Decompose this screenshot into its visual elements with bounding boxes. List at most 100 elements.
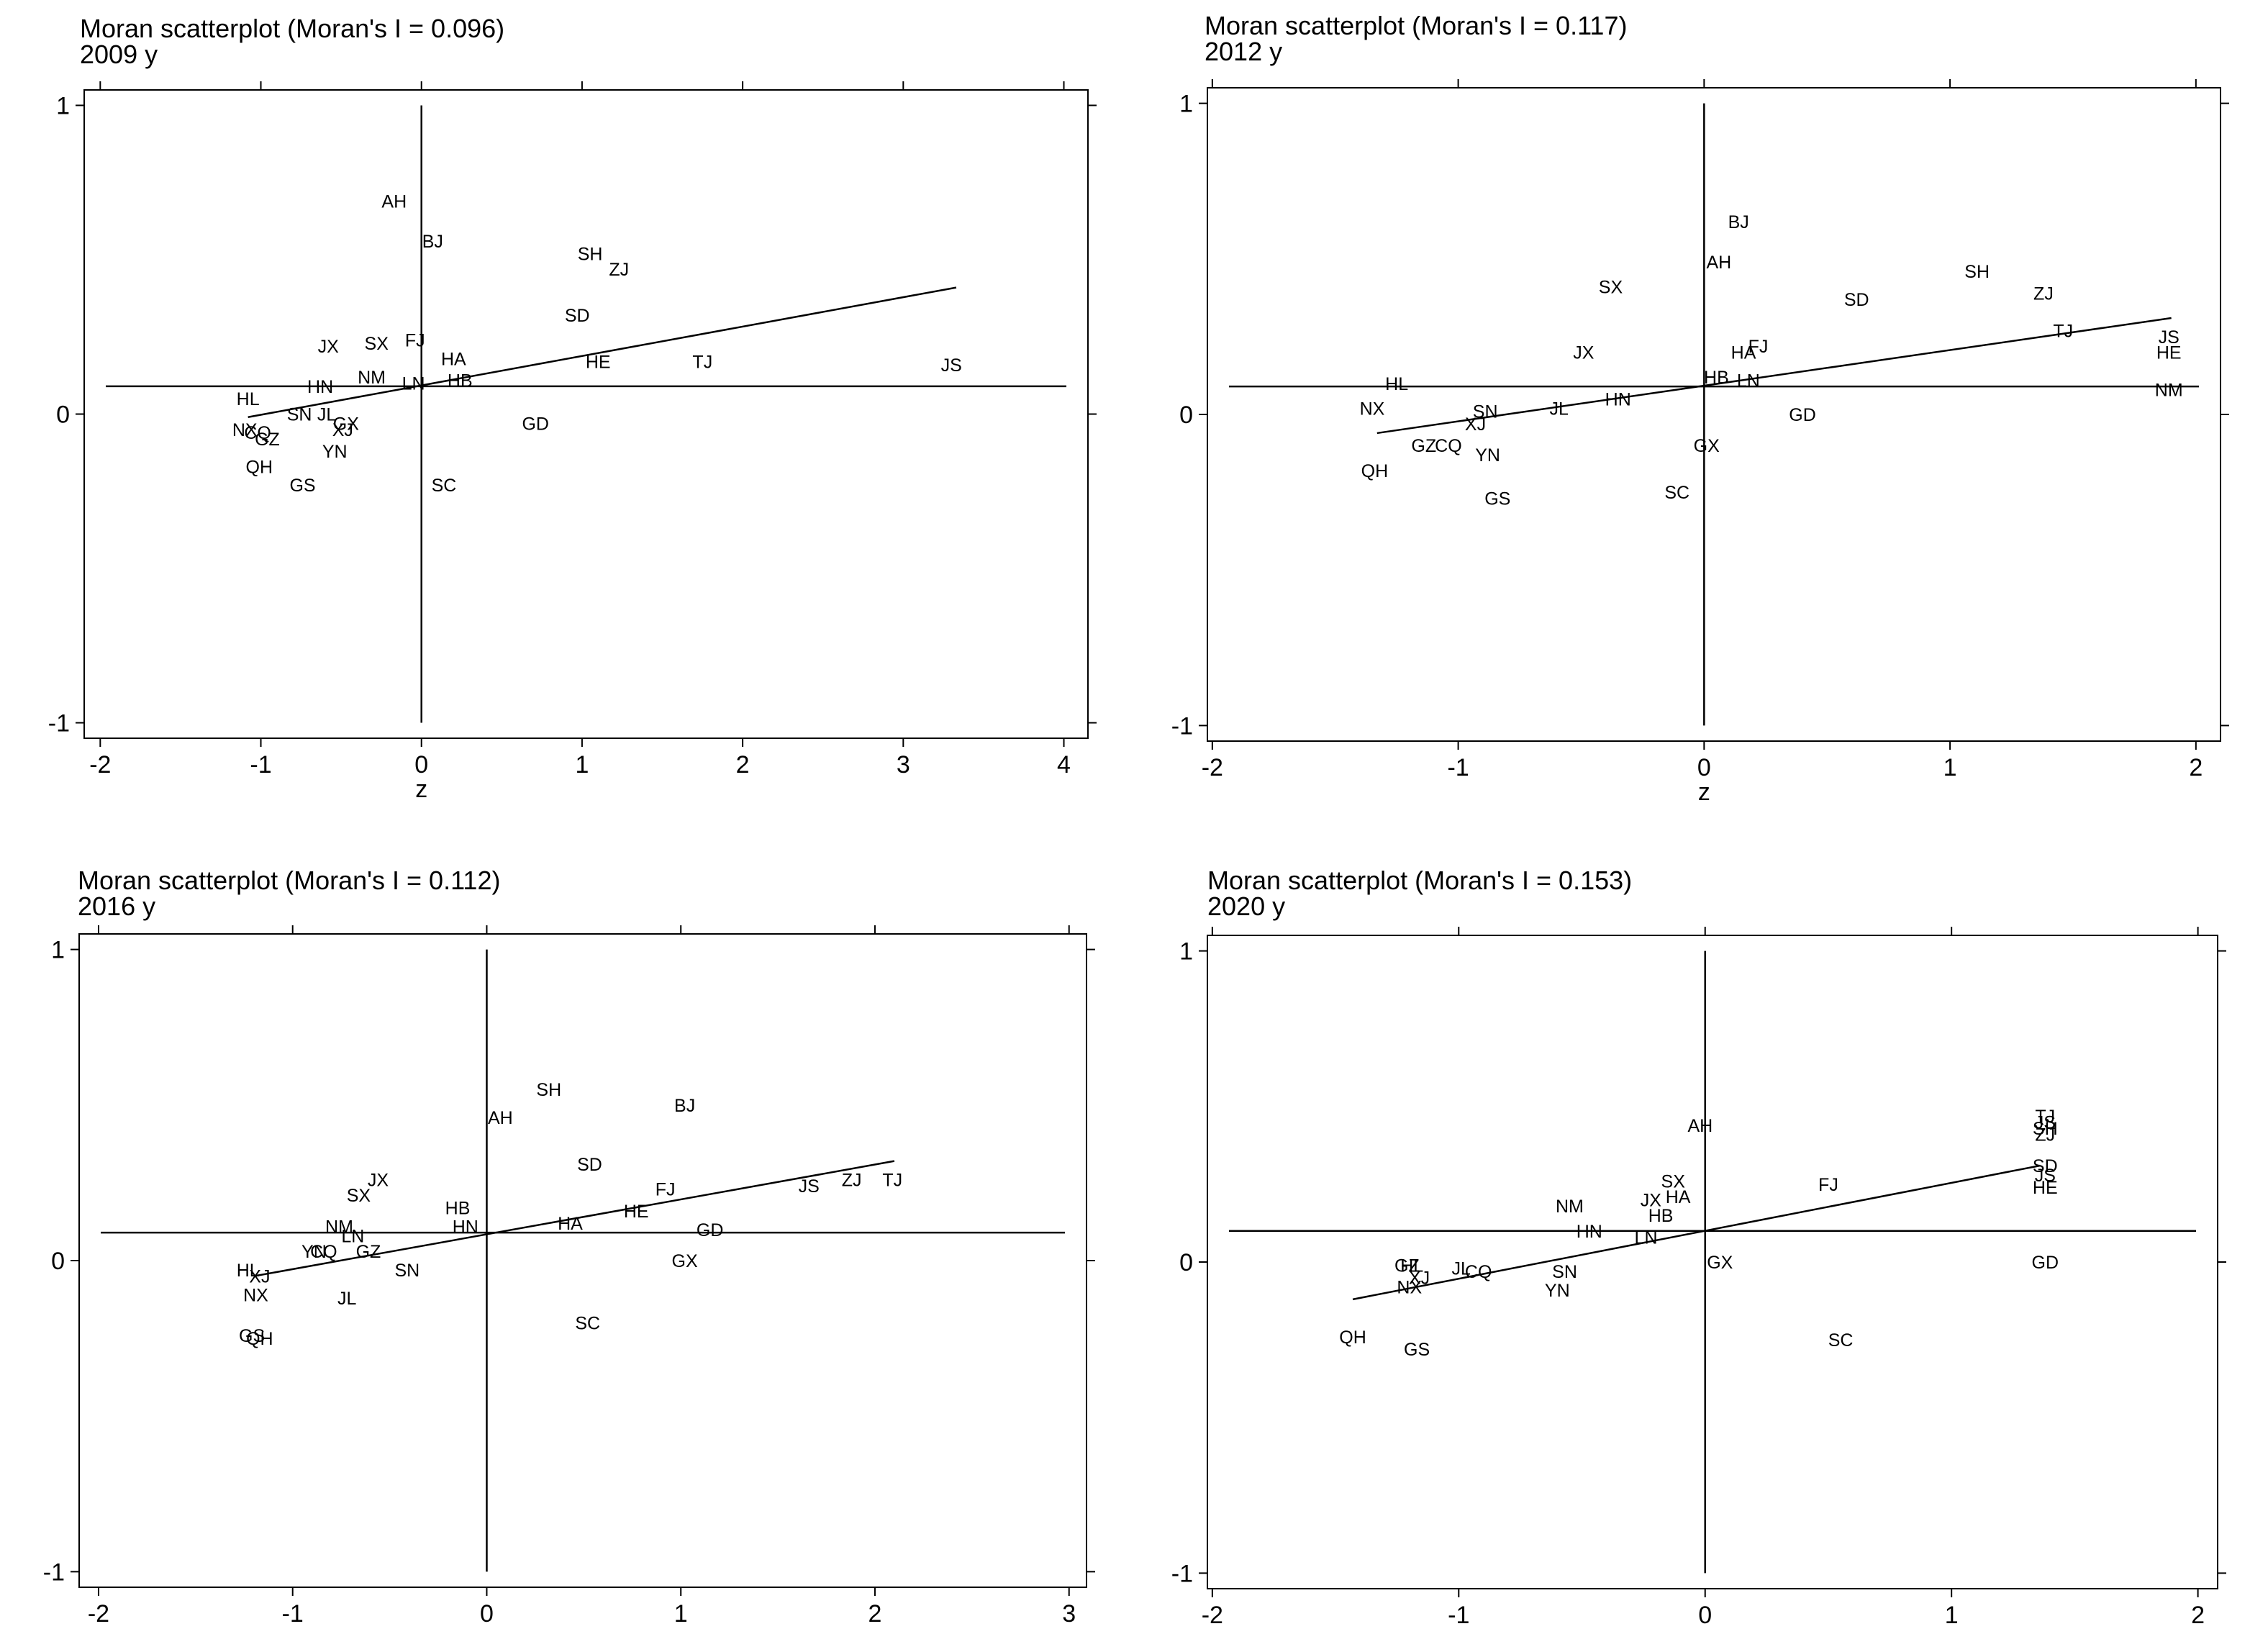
point-label: GD (1789, 405, 1816, 425)
x-tick-label: -2 (1202, 754, 1223, 781)
moran-scatterplot-2009: -2 -1 0 1 2 3 4 -1 0 1 z AH BJ SH ZJ SD JX SX FJ HA HE TJ JS NM… (48, 81, 1097, 803)
x-tick-label: 4 (1057, 751, 1071, 779)
y-tick-label: 1 (1179, 91, 1193, 118)
point-label: HE (586, 353, 611, 373)
x-tick-label: 0 (1697, 754, 1711, 781)
point-label: FJ (1748, 337, 1769, 357)
point-label: HN (1605, 389, 1631, 409)
point-label: CQ (1435, 436, 1462, 456)
point-label: QH (1339, 1328, 1366, 1348)
point-label: SX (1599, 278, 1623, 298)
point-label: HB (448, 371, 473, 391)
x-tick-label: 0 (414, 751, 428, 779)
point-label: NM (358, 368, 386, 388)
point-label: QH (246, 457, 273, 477)
point-label: SC (575, 1313, 600, 1333)
point-label: HE (2033, 1178, 2058, 1198)
point-label: JL (337, 1289, 357, 1309)
point-label: HE (2156, 343, 2182, 363)
x-tick-label: -2 (88, 1600, 109, 1628)
point-label: YN (1545, 1281, 1570, 1301)
point-label: NX (232, 420, 258, 440)
point-label: QH (246, 1329, 273, 1349)
x-tick-label: 2 (2191, 1602, 2205, 1629)
point-label: TJ (2035, 1107, 2055, 1127)
y-tick-label: 0 (51, 1248, 65, 1275)
x-tick-label: -2 (89, 751, 111, 779)
point-label: ZJ (609, 260, 629, 280)
plot-frame (78, 933, 1087, 1588)
x-axis-label: z (415, 776, 427, 803)
point-label: GD (522, 414, 549, 434)
point-label: SD (2033, 1156, 2058, 1176)
point-label: ZJ (2035, 1125, 2055, 1145)
chart-subtitle: 2016 y (78, 891, 156, 921)
point-label: SX (347, 1186, 371, 1206)
point-label: SD (577, 1155, 602, 1175)
chart-title: Moran scatterplot (Moran's I = 0.112) (78, 866, 501, 895)
plot-frame (83, 89, 1089, 739)
point-label: BJ (1728, 212, 1749, 232)
point-label: XJ (1465, 414, 1486, 435)
chart-subtitle: 2012 y (1205, 37, 1283, 66)
x-axis-label: z (1698, 779, 1710, 806)
point-label: SX (365, 334, 389, 354)
point-label: HN (307, 377, 333, 397)
y-tick-label: 1 (51, 937, 65, 964)
point-label: LN (341, 1226, 364, 1246)
point-label: GD (697, 1220, 724, 1240)
point-label: JS (799, 1176, 820, 1197)
point-label: HB (1648, 1206, 1674, 1226)
x-tick-label: 0 (1698, 1602, 1712, 1629)
point-label: FJ (656, 1180, 676, 1200)
point-label: HN (1577, 1222, 1602, 1242)
point-label: SN (395, 1261, 420, 1281)
point-label: HL (1385, 374, 1408, 394)
point-label: ZJ (842, 1171, 862, 1191)
panel-2012: Moran scatterplot (Moran's I = 0.117) 20… (1134, 0, 2268, 826)
y-tick-label: 0 (1179, 401, 1193, 429)
point-label: GX (1694, 436, 1720, 456)
point-label: NM (325, 1217, 353, 1237)
point-label: AH (488, 1108, 513, 1128)
point-label: XJ (332, 420, 353, 440)
point-label: YN (1475, 445, 1500, 466)
point-label: JL (1549, 399, 1569, 419)
x-tick-label: 3 (1062, 1600, 1076, 1628)
point-label: HA (441, 349, 466, 369)
y-tick-label: 1 (56, 92, 70, 119)
point-label: SD (1844, 290, 1869, 310)
point-label: HL (1400, 1256, 1423, 1276)
point-label: NM (1556, 1197, 1584, 1217)
point-label: HL (237, 1261, 260, 1281)
point-label: HN (453, 1217, 478, 1237)
point-label: GD (2032, 1253, 2059, 1273)
x-tick-label: -1 (1447, 754, 1469, 781)
point-label: TJ (692, 353, 712, 373)
point-label: YN (322, 442, 348, 462)
point-label: GZ (255, 430, 280, 450)
point-label: GX (333, 414, 359, 434)
x-tick-label: 1 (1943, 754, 1957, 781)
point-label: HA (558, 1214, 583, 1234)
point-label: LN (1635, 1227, 1658, 1248)
x-tick-label: 2 (2189, 754, 2203, 781)
point-label: HB (1704, 368, 1729, 388)
point-label: FJ (405, 331, 425, 351)
point-label: LN (402, 374, 425, 394)
x-tick-label: 2 (736, 751, 750, 779)
y-tick-label: -1 (1171, 712, 1193, 740)
point-label: SH (1964, 262, 1990, 282)
point-label: CQ (244, 423, 271, 443)
point-label: JL (317, 405, 337, 425)
x-tick-label: 3 (897, 751, 910, 779)
y-tick-label: -1 (1171, 1560, 1193, 1587)
point-label: JS (2035, 1112, 2056, 1133)
point-label: YN (301, 1242, 327, 1262)
point-label: NX (243, 1286, 268, 1306)
point-label: SH (578, 244, 603, 264)
panel-2009: Moran scatterplot (Moran's I = 0.096) 20… (0, 0, 1134, 826)
point-label: AH (1688, 1116, 1713, 1136)
x-tick-label: -2 (1202, 1602, 1223, 1629)
